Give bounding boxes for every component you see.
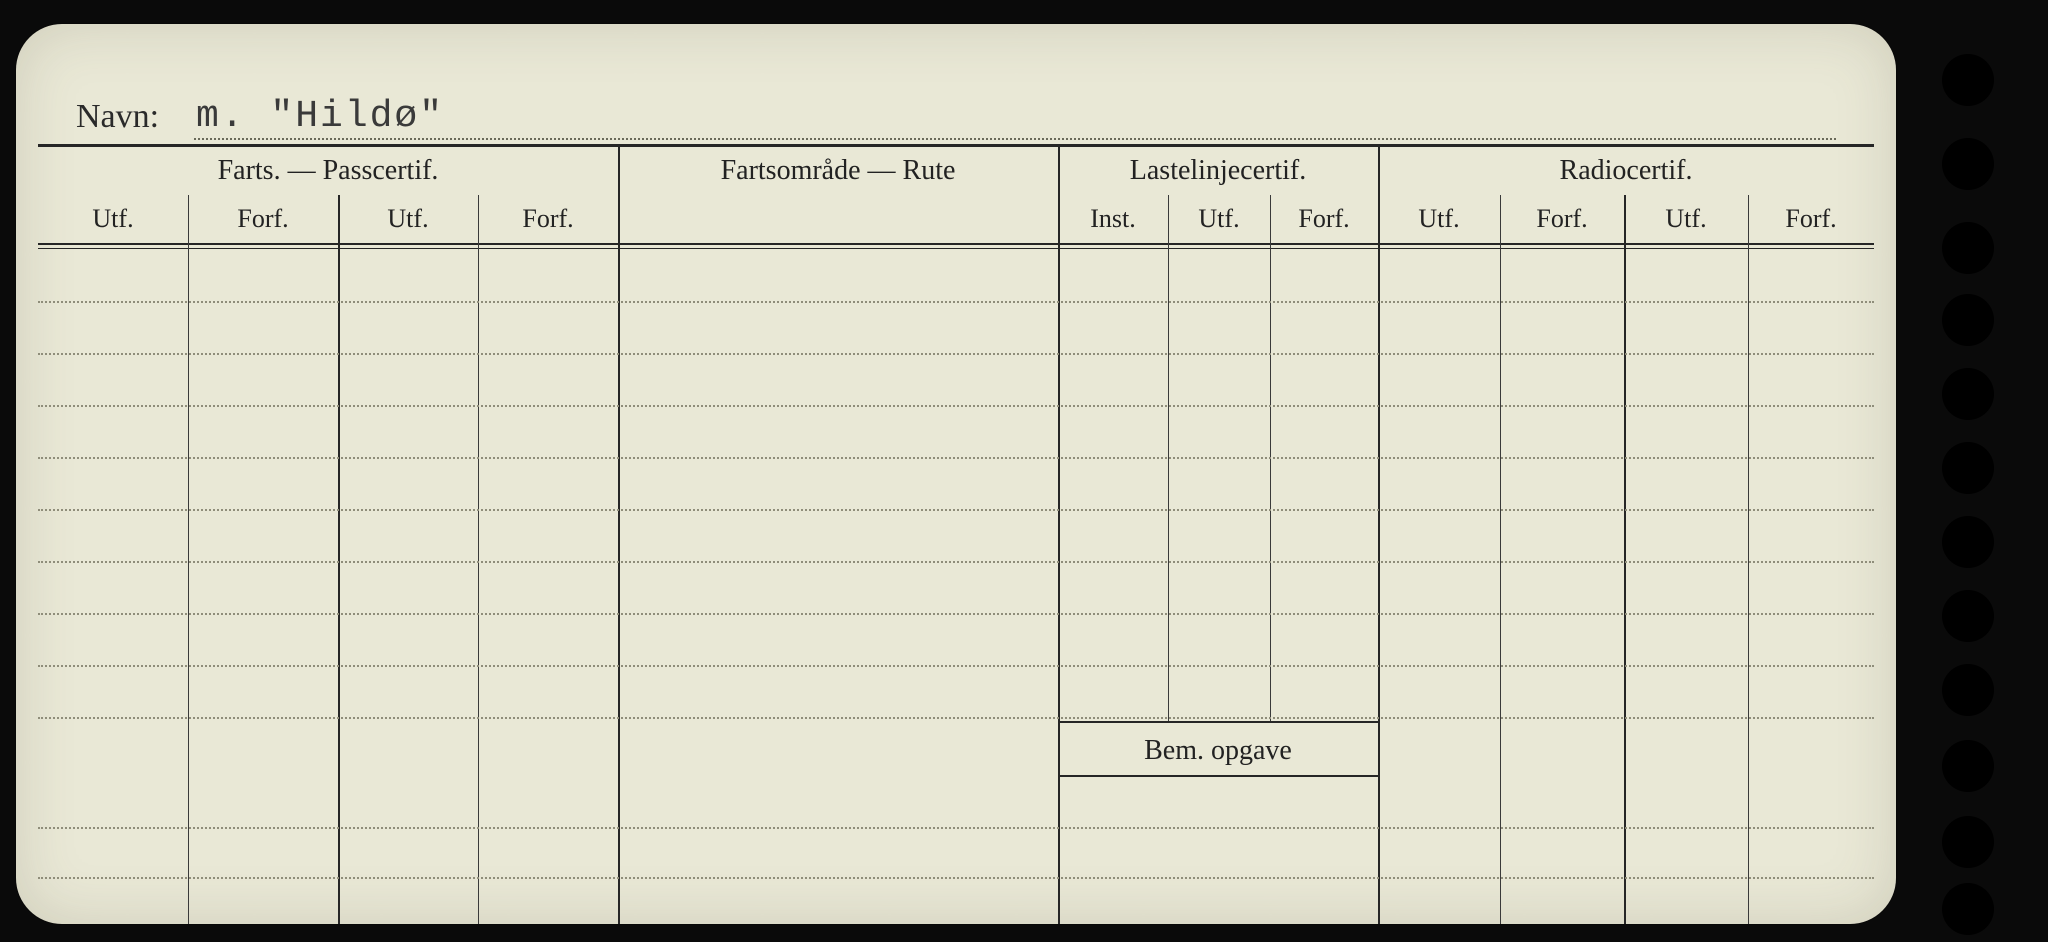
row-line [38,301,1874,303]
sep-farts-c [478,195,479,924]
navn-value: m. "Hildø" [196,95,444,138]
sep-radio-b [1624,195,1626,924]
sep-farts-rute [618,147,620,924]
sep-rute-laste [1058,147,1060,924]
subcol-laste-0: Inst. [1058,195,1168,243]
navn-label: Navn: [76,98,159,136]
sep-farts-a [188,195,189,924]
sep-laste-radio [1378,147,1380,924]
hole-icon [1942,368,1994,420]
hole-icon [1942,222,1994,274]
row-line [38,877,1874,879]
row-line [38,613,1874,615]
row-line [38,405,1874,407]
hole-icon [1942,294,1994,346]
subcol-farts-0: Utf. [38,195,188,243]
subcol-radio-2: Utf. [1624,195,1748,243]
page: Navn: m. "Hildø" Farts. — Passcertif. Fa… [0,0,2048,942]
subcol-radio-1: Forf. [1500,195,1624,243]
row-line [38,665,1874,667]
hole-icon [1942,883,1994,935]
subcol-laste-1: Utf. [1168,195,1270,243]
hole-icon [1942,138,1994,190]
subcol-laste-2: Forf. [1270,195,1378,243]
hole-icon [1942,516,1994,568]
sep-radio-a [1500,195,1501,924]
punch-holes [1942,0,2022,942]
form-grid: Farts. — Passcertif. Fartsområde — Rute … [38,144,1874,924]
section-header-rute: Fartsområde — Rute [618,147,1058,195]
record-card: Navn: m. "Hildø" Farts. — Passcertif. Fa… [16,24,1896,924]
subcol-farts-3: Forf. [478,195,618,243]
subcol-radio-3: Forf. [1748,195,1874,243]
sep-radio-c [1748,195,1749,924]
hole-icon [1942,442,1994,494]
name-row: Navn: m. "Hildø" [76,84,1836,142]
subcol-farts-1: Forf. [188,195,338,243]
row-line [38,509,1874,511]
hole-icon [1942,816,1994,868]
sep-farts-b [338,195,340,924]
section-header-radio: Radiocertif. [1378,147,1874,195]
row-line [38,717,1874,719]
hole-icon [1942,54,1994,106]
bem-opgave-label: Bem. opgave [1058,721,1378,777]
navn-underline [194,138,1836,140]
hole-icon [1942,740,1994,792]
row-line [38,561,1874,563]
section-header-farts: Farts. — Passcertif. [38,147,618,195]
subcol-radio-0: Utf. [1378,195,1500,243]
row-line [38,353,1874,355]
row-line [38,457,1874,459]
row-line [38,827,1874,829]
header-double-rule [38,243,1874,249]
hole-icon [1942,590,1994,642]
hole-icon [1942,664,1994,716]
subcol-farts-2: Utf. [338,195,478,243]
section-header-laste: Lastelinjecertif. [1058,147,1378,195]
